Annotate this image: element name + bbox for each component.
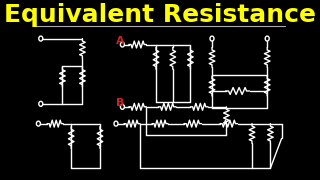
- Text: A: A: [116, 36, 124, 46]
- Text: B: B: [116, 98, 124, 108]
- Text: Equivalent Resistance: Equivalent Resistance: [4, 3, 316, 27]
